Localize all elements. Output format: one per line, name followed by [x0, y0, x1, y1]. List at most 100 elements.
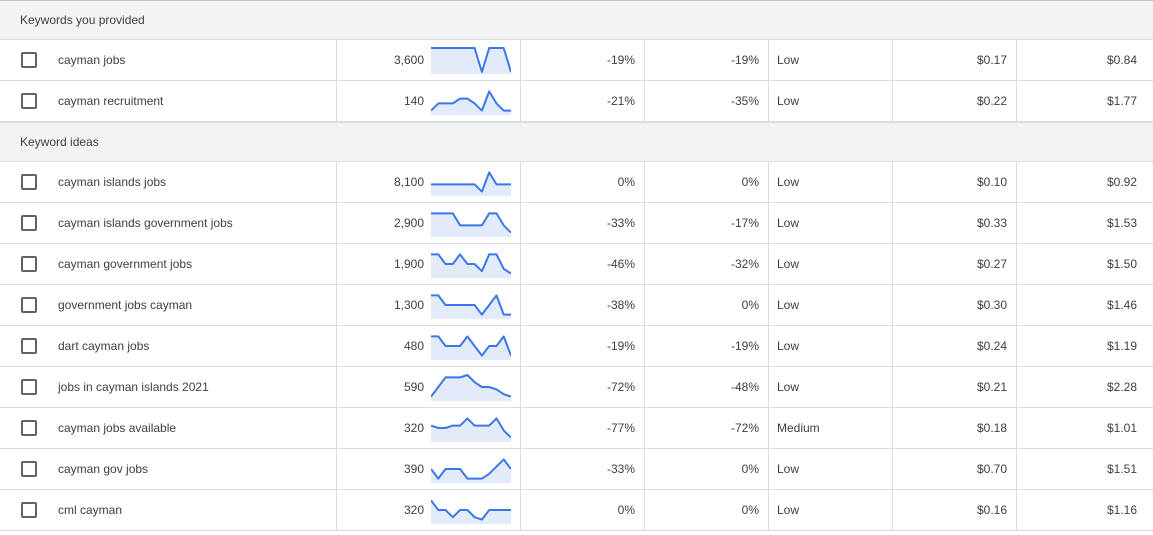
yoy-change-cell: -32%: [645, 244, 769, 284]
trend-sparkline[interactable]: [431, 332, 511, 360]
top-of-page-bid-high-cell: $1.50: [1017, 244, 1153, 284]
sparkline-line: [431, 335, 511, 357]
keyword-cell: cayman gov jobs: [0, 449, 337, 489]
keyword-text: cayman government jobs: [58, 257, 193, 271]
three-month-change: -19%: [606, 339, 635, 353]
top-of-page-bid-high: $1.51: [1106, 462, 1137, 476]
keyword-cell: cayman islands jobs: [0, 162, 337, 202]
three-month-change-cell: -77%: [521, 408, 645, 448]
row-checkbox[interactable]: [21, 461, 37, 477]
avg-monthly-searches: 480: [403, 339, 424, 353]
three-month-change-cell: -33%: [521, 203, 645, 243]
top-of-page-bid-low: $0.10: [976, 175, 1007, 189]
row-checkbox[interactable]: [21, 52, 37, 68]
yoy-change-cell: -35%: [645, 81, 769, 121]
group-title: Keyword ideas: [20, 135, 99, 149]
competition: Low: [777, 339, 800, 353]
sparkline-line: [431, 171, 511, 193]
avg-monthly-searches-cell: 590: [337, 367, 521, 407]
trend-sparkline[interactable]: [431, 496, 511, 524]
keyword-row[interactable]: cayman jobs 3,600 -19% -19% Low $0.17 $0.84: [0, 40, 1153, 81]
competition: Low: [777, 503, 800, 517]
sparkline-line: [431, 90, 511, 112]
sparkline-area: [431, 172, 511, 196]
top-of-page-bid-low-cell: $0.22: [893, 81, 1017, 121]
keyword-text: cayman jobs available: [58, 421, 177, 435]
sparkline-area: [431, 336, 511, 360]
top-of-page-bid-high-cell: $2.28: [1017, 367, 1153, 407]
trend-sparkline[interactable]: [431, 209, 511, 237]
three-month-change-cell: -19%: [521, 326, 645, 366]
yoy-change-cell: -19%: [645, 40, 769, 80]
three-month-change-cell: -46%: [521, 244, 645, 284]
top-of-page-bid-low: $0.24: [976, 339, 1007, 353]
yoy-change-cell: -72%: [645, 408, 769, 448]
three-month-change: -33%: [606, 216, 635, 230]
top-of-page-bid-high-cell: $1.53: [1017, 203, 1153, 243]
trend-sparkline[interactable]: [431, 373, 511, 401]
top-of-page-bid-low: $0.22: [976, 94, 1007, 108]
group-header-ideas: Keyword ideas: [0, 122, 1153, 162]
yoy-change: -72%: [730, 421, 759, 435]
avg-monthly-searches-cell: 320: [337, 408, 521, 448]
sparkline-area: [431, 459, 511, 483]
sparkline-area: [431, 48, 511, 74]
top-of-page-bid-high-cell: $1.01: [1017, 408, 1153, 448]
keyword-row[interactable]: cayman recruitment 140 -21% -35% Low $0.22 $1.…: [0, 81, 1153, 122]
keyword-text: cayman islands jobs: [58, 175, 167, 189]
avg-monthly-searches-cell: 140: [337, 81, 521, 121]
top-of-page-bid-low-cell: $0.10: [893, 162, 1017, 202]
competition-cell: Low: [769, 203, 893, 243]
keyword-text: cml cayman: [58, 503, 123, 517]
avg-monthly-searches: 140: [403, 94, 424, 108]
row-checkbox[interactable]: [21, 256, 37, 272]
trend-sparkline[interactable]: [431, 87, 511, 115]
keyword-row[interactable]: jobs in cayman islands 2021 590 -72% -48% Lo…: [0, 367, 1153, 408]
competition-cell: Low: [769, 162, 893, 202]
avg-monthly-searches: 3,600: [393, 53, 424, 67]
row-checkbox[interactable]: [21, 379, 37, 395]
top-of-page-bid-low-cell: $0.27: [893, 244, 1017, 284]
three-month-change-cell: -19%: [521, 40, 645, 80]
top-of-page-bid-high: $2.28: [1106, 380, 1137, 394]
trend-sparkline[interactable]: [431, 291, 511, 319]
top-of-page-bid-low-cell: $0.24: [893, 326, 1017, 366]
keyword-row[interactable]: cayman jobs available 320 -77% -72% Medium $0…: [0, 408, 1153, 449]
keyword-row[interactable]: cayman gov jobs 390 -33% 0% Low $0.70 $1.51: [0, 449, 1153, 490]
sparkline-line: [431, 294, 511, 316]
sparkline-line: [431, 374, 511, 398]
top-of-page-bid-low: $0.18: [976, 421, 1007, 435]
row-checkbox[interactable]: [21, 420, 37, 436]
top-of-page-bid-high-cell: $1.46: [1017, 285, 1153, 325]
row-checkbox[interactable]: [21, 297, 37, 313]
keyword-row[interactable]: cayman islands jobs 8,100 0% 0% Low $0.10 $0.9…: [0, 162, 1153, 203]
trend-sparkline[interactable]: [431, 455, 511, 483]
keyword-row[interactable]: government jobs cayman 1,300 -38% 0% Low $0.3…: [0, 285, 1153, 326]
row-checkbox[interactable]: [21, 338, 37, 354]
row-checkbox[interactable]: [21, 174, 37, 190]
trend-sparkline[interactable]: [431, 250, 511, 278]
yoy-change-cell: 0%: [645, 162, 769, 202]
keyword-cell: cml cayman: [0, 490, 337, 530]
keyword-row[interactable]: cayman islands government jobs 2,900 -33% -…: [0, 203, 1153, 244]
competition-cell: Low: [769, 449, 893, 489]
competition-cell: Low: [769, 367, 893, 407]
row-checkbox[interactable]: [21, 502, 37, 518]
top-of-page-bid-low: $0.33: [976, 216, 1007, 230]
keyword-row[interactable]: cml cayman 320 0% 0% Low $0.16 $1.16: [0, 490, 1153, 531]
competition: Low: [777, 298, 800, 312]
top-of-page-bid-high: $1.53: [1106, 216, 1137, 230]
three-month-change: -21%: [606, 94, 635, 108]
row-checkbox[interactable]: [21, 93, 37, 109]
top-of-page-bid-high-cell: $1.19: [1017, 326, 1153, 366]
keyword-row[interactable]: dart cayman jobs 480 -19% -19% Low $0.24 $1.19: [0, 326, 1153, 367]
trend-sparkline[interactable]: [431, 414, 511, 442]
row-checkbox[interactable]: [21, 215, 37, 231]
avg-monthly-searches-cell: 2,900: [337, 203, 521, 243]
competition: Low: [777, 257, 800, 271]
keyword-row[interactable]: cayman government jobs 1,900 -46% -32% Low $0…: [0, 244, 1153, 285]
top-of-page-bid-low-cell: $0.33: [893, 203, 1017, 243]
trend-sparkline[interactable]: [431, 46, 511, 74]
trend-sparkline[interactable]: [431, 168, 511, 196]
